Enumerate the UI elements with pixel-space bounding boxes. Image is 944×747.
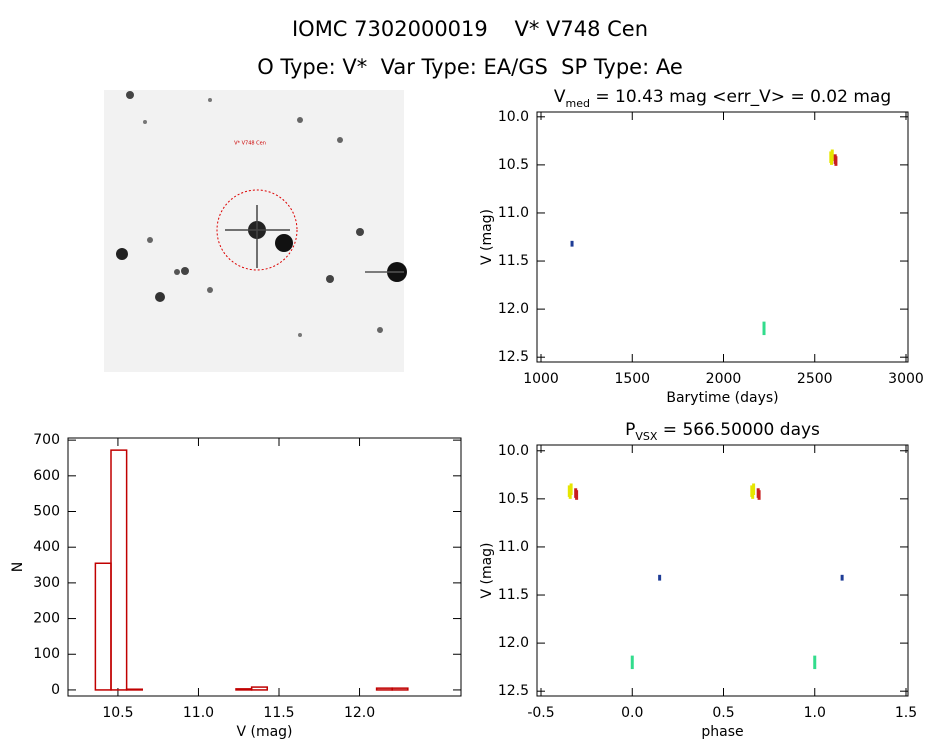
y-tick-label: 11.5	[498, 587, 529, 603]
star	[356, 228, 364, 236]
histogram-bar	[94, 562, 112, 691]
x-tick-label: 11.5	[263, 705, 294, 721]
y-tick-label: 10.0	[498, 443, 529, 459]
title-part: med	[566, 97, 590, 110]
histogram-bar	[391, 687, 409, 691]
star	[208, 98, 212, 102]
title-part: V	[554, 87, 566, 107]
star	[337, 137, 343, 143]
star	[298, 333, 302, 337]
y-tick-label: 10.5	[498, 157, 529, 173]
histogram-bar	[375, 687, 393, 691]
x-tick-label: 2500	[797, 371, 833, 387]
plot-frame	[536, 444, 909, 697]
x-tick-label: -0.5	[527, 705, 554, 721]
y-tick-label: 10.0	[498, 109, 529, 125]
x-tick-label: 1000	[523, 371, 559, 387]
chart-title: PVSX = 566.50000 days	[625, 420, 820, 443]
star	[275, 234, 293, 252]
x-tick-label: 12.0	[344, 705, 375, 721]
y-tick-label: 0	[51, 682, 60, 698]
x-tick-label: 11.0	[183, 705, 214, 721]
plot-frame	[536, 111, 909, 363]
y-axis-label: V (mag)	[479, 542, 495, 598]
y-tick-label: 400	[33, 539, 60, 555]
x-tick-label: 1500	[614, 371, 650, 387]
y-axis-label: V (mag)	[479, 209, 495, 265]
y-axis-label: N	[10, 562, 26, 572]
y-tick-label: 600	[33, 468, 60, 484]
y-tick-label: 100	[33, 646, 60, 662]
y-tick-label: 300	[33, 575, 60, 591]
chart-title: Vmed = 10.43 mag <err_V> = 0.02 mag	[554, 87, 891, 110]
x-tick-label: 10.5	[102, 705, 133, 721]
star	[377, 327, 383, 333]
target-circle	[216, 189, 298, 271]
x-tick-label: 0.0	[621, 705, 643, 721]
title-part: = 10.43 mag <err_V> = 0.02 mag	[590, 87, 891, 107]
star	[297, 117, 303, 123]
figure-subtitle: O Type: V* Var Type: EA/GS SP Type: Ae	[257, 55, 683, 79]
histogram-bar	[235, 688, 253, 691]
y-tick-label: 12.5	[498, 349, 529, 365]
y-tick-label: 12.0	[498, 635, 529, 651]
y-tick-label: 11.0	[498, 539, 529, 555]
star	[126, 91, 134, 99]
y-tick-label: 12.0	[498, 301, 529, 317]
x-axis-label: phase	[701, 724, 743, 740]
x-tick-label: 1.0	[804, 705, 826, 721]
y-tick-label: 11.0	[498, 205, 529, 221]
title-part: = 566.50000 days	[657, 420, 820, 440]
y-tick-label: 12.5	[498, 683, 529, 699]
star	[207, 287, 213, 293]
sky-image: V* V748 Cen	[104, 90, 407, 372]
star	[116, 248, 128, 260]
x-tick-label: 0.5	[712, 705, 734, 721]
histogram-bar	[250, 686, 268, 691]
y-tick-label: 700	[33, 432, 60, 448]
star	[174, 269, 180, 275]
star	[155, 292, 165, 302]
plot-frame	[67, 437, 462, 697]
y-tick-label: 500	[33, 504, 60, 520]
star	[181, 267, 189, 275]
y-tick-label: 10.5	[498, 491, 529, 507]
histogram-bar	[110, 449, 128, 691]
star	[147, 237, 153, 243]
star	[326, 275, 334, 283]
star	[143, 120, 147, 124]
x-axis-label: V (mag)	[236, 724, 292, 740]
y-tick-label: 11.5	[498, 253, 529, 269]
x-tick-label: 1.5	[895, 705, 917, 721]
figure-title: IOMC 7302000019 V* V748 Cen	[292, 17, 648, 41]
image-label: V* V748 Cen	[234, 141, 266, 147]
histogram-bar	[125, 688, 144, 691]
x-axis-label: Barytime (days)	[666, 390, 778, 406]
y-tick-label: 200	[33, 611, 60, 627]
x-tick-label: 3000	[888, 371, 924, 387]
title-part: P	[625, 420, 635, 440]
x-tick-label: 2000	[706, 371, 742, 387]
title-part: VSX	[635, 430, 658, 443]
